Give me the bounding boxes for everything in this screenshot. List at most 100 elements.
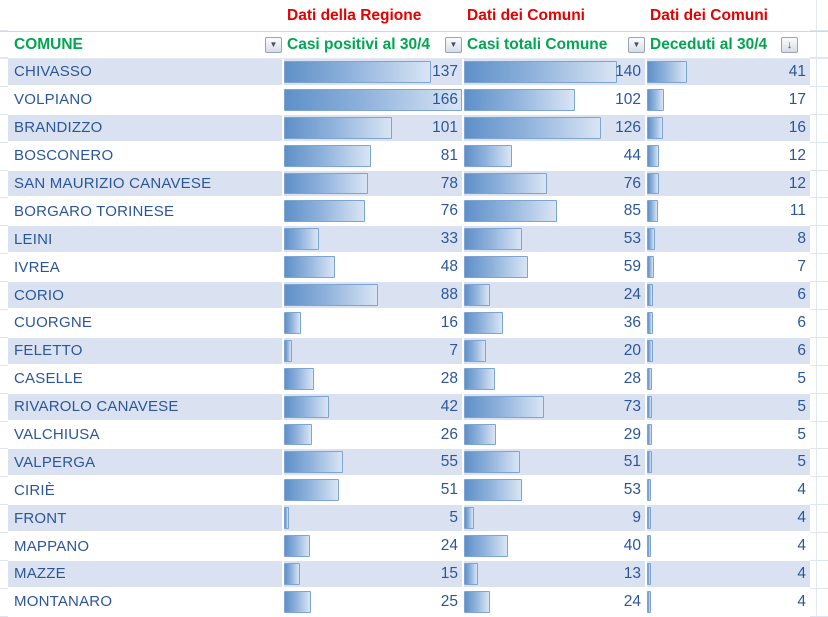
casi-regione-cell[interactable]: 88 <box>284 282 464 311</box>
filter-button-comune[interactable]: ▼ <box>265 37 282 53</box>
deceduti-cell[interactable]: 7 <box>647 254 810 283</box>
left-gutter <box>0 0 8 31</box>
deceduti-value: 5 <box>797 425 806 443</box>
left-gutter <box>0 561 8 589</box>
casi-regione-cell[interactable]: 24 <box>284 533 464 562</box>
casi-comune-cell[interactable]: 76 <box>464 170 647 199</box>
casi-regione-cell[interactable]: 81 <box>284 142 464 171</box>
column-header-comune[interactable]: COMUNE ▼ <box>8 32 284 58</box>
comune-cell[interactable]: CHIVASSO <box>8 59 284 87</box>
deceduti-cell[interactable]: 4 <box>647 561 810 589</box>
comune-cell[interactable]: MAPPANO <box>8 533 284 562</box>
casi-regione-cell[interactable]: 16 <box>284 310 464 338</box>
comune-cell[interactable]: BORGARO TORINESE <box>8 198 284 227</box>
group-header-comuni-1[interactable]: Dati dei Comuni <box>464 0 647 31</box>
comune-cell[interactable]: CASELLE <box>8 365 284 394</box>
casi-regione-cell[interactable]: 33 <box>284 226 464 255</box>
casi-comune-cell[interactable]: 24 <box>464 282 647 311</box>
casi-regione-cell[interactable]: 48 <box>284 254 464 283</box>
casi-regione-cell[interactable]: 55 <box>284 449 464 478</box>
comune-cell[interactable]: LEINI <box>8 226 284 255</box>
deceduti-cell[interactable]: 5 <box>647 366 810 394</box>
comune-cell[interactable]: IVREA <box>8 254 284 283</box>
casi-comune-cell[interactable]: 51 <box>464 449 647 478</box>
casi-comune-cell[interactable]: 20 <box>464 337 647 366</box>
casi-comune-cell[interactable]: 73 <box>464 393 647 422</box>
group-header-regione[interactable]: Dati della Regione <box>284 0 464 31</box>
casi-comune-cell[interactable]: 126 <box>464 114 647 143</box>
casi-comune-cell[interactable]: 44 <box>464 142 647 171</box>
filter-button-casi-regione[interactable]: ▼ <box>445 37 462 53</box>
casi-regione-cell[interactable]: 166 <box>284 86 464 115</box>
casi-regione-cell[interactable]: 51 <box>284 477 464 506</box>
casi-comune-cell[interactable]: 40 <box>464 533 647 562</box>
comune-cell[interactable]: VALCHIUSA <box>8 421 284 450</box>
comune-cell[interactable]: RIVAROLO CANAVESE <box>8 393 284 422</box>
deceduti-cell[interactable]: 41 <box>647 59 810 87</box>
casi-regione-cell[interactable]: 76 <box>284 198 464 227</box>
casi-comune-cell[interactable]: 24 <box>464 588 647 617</box>
group-header-empty[interactable] <box>8 0 284 31</box>
casi-comune-cell[interactable]: 29 <box>464 421 647 450</box>
deceduti-cell[interactable]: 6 <box>647 310 810 338</box>
deceduti-cell[interactable]: 16 <box>647 114 810 143</box>
casi-comune-cell[interactable]: 9 <box>464 505 647 534</box>
deceduti-cell[interactable]: 4 <box>647 533 810 562</box>
comune-cell[interactable]: FELETTO <box>8 337 284 366</box>
comune-cell[interactable]: BOSCONERO <box>8 142 284 171</box>
column-header-casi-regione[interactable]: Casi positivi al 30/4 ▼ <box>284 32 464 58</box>
casi-regione-cell[interactable]: 137 <box>284 59 464 87</box>
table-row: VOLPIANO 166 102 17 <box>0 86 828 115</box>
filter-sort-button-deceduti[interactable]: ↓ <box>781 37 798 53</box>
deceduti-cell[interactable]: 6 <box>647 282 810 311</box>
column-header-casi-comune[interactable]: Casi totali Comune ▼ <box>464 32 647 58</box>
casi-regione-cell[interactable]: 25 <box>284 588 464 617</box>
casi-regione-cell[interactable]: 15 <box>284 561 464 589</box>
filter-button-casi-comune[interactable]: ▼ <box>628 37 645 53</box>
casi-regione-cell[interactable]: 26 <box>284 421 464 450</box>
casi-regione-cell[interactable]: 42 <box>284 393 464 422</box>
casi-comune-cell[interactable]: 28 <box>464 365 647 394</box>
deceduti-cell[interactable]: 4 <box>647 477 810 506</box>
deceduti-cell[interactable]: 17 <box>647 87 810 115</box>
comune-cell[interactable]: SAN MAURIZIO CANAVESE <box>8 170 284 199</box>
casi-comune-cell[interactable]: 53 <box>464 226 647 255</box>
deceduti-cell[interactable]: 11 <box>647 198 810 227</box>
casi-comune-cell[interactable]: 13 <box>464 561 647 589</box>
deceduti-cell[interactable]: 5 <box>647 393 810 422</box>
comune-cell[interactable]: CIRIÈ <box>8 477 284 506</box>
casi-comune-cell[interactable]: 85 <box>464 198 647 227</box>
casi-comune-cell[interactable]: 140 <box>464 59 647 87</box>
deceduti-cell[interactable]: 5 <box>647 449 810 478</box>
deceduti-cell[interactable]: 6 <box>647 337 810 366</box>
casi-comune-cell[interactable]: 36 <box>464 310 647 338</box>
comune-cell[interactable]: VOLPIANO <box>8 86 284 115</box>
dropdown-arrow-icon: ▼ <box>632 40 641 49</box>
casi-regione-cell[interactable]: 28 <box>284 365 464 394</box>
deceduti-cell[interactable]: 12 <box>647 170 810 199</box>
right-gutter <box>810 365 828 394</box>
casi-regione-cell[interactable]: 78 <box>284 170 464 199</box>
casi-regione-cell[interactable]: 101 <box>284 114 464 143</box>
deceduti-cell[interactable]: 5 <box>647 422 810 450</box>
casi-regione-cell[interactable]: 5 <box>284 505 464 534</box>
deceduti-cell[interactable]: 4 <box>647 505 810 534</box>
data-bar <box>284 367 315 390</box>
comune-cell[interactable]: BRANDIZZO <box>8 114 284 143</box>
comune-cell[interactable]: CORIO <box>8 282 284 311</box>
comune-cell[interactable]: MONTANARO <box>8 588 284 617</box>
comune-cell[interactable]: MAZZE <box>8 561 284 589</box>
comune-cell[interactable]: CUORGNE <box>8 310 284 338</box>
casi-comune-cell[interactable]: 59 <box>464 254 647 283</box>
comune-cell[interactable]: FRONT <box>8 505 284 534</box>
deceduti-cell[interactable]: 12 <box>647 143 810 171</box>
deceduti-cell[interactable]: 4 <box>647 589 810 617</box>
casi-regione-cell[interactable]: 7 <box>284 337 464 366</box>
column-header-deceduti[interactable]: Deceduti al 30/4 ↓ <box>647 32 810 58</box>
group-header-comuni-2[interactable]: Dati dei Comuni <box>647 0 810 31</box>
deceduti-cell[interactable]: 8 <box>647 226 810 255</box>
casi-comune-cell[interactable]: 102 <box>464 86 647 115</box>
comune-cell[interactable]: VALPERGA <box>8 449 284 478</box>
casi-comune-cell[interactable]: 53 <box>464 477 647 506</box>
dropdown-arrow-icon: ▼ <box>269 40 278 49</box>
